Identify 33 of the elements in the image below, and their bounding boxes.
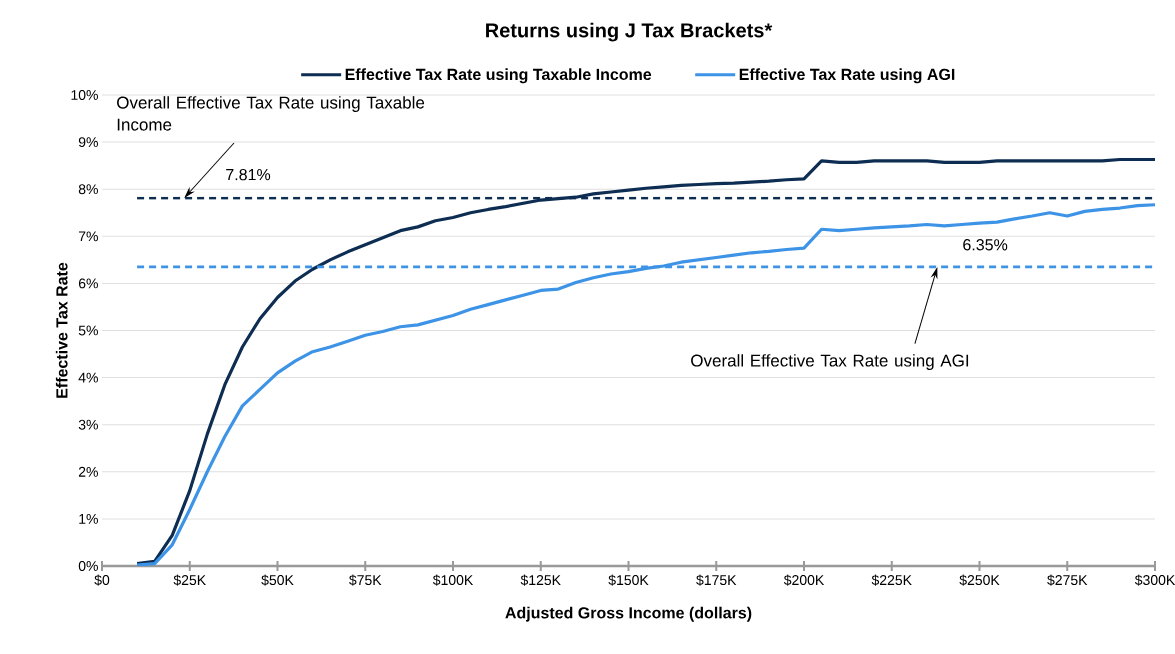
x-axis-title: Adjusted Gross Income (dollars)	[505, 606, 752, 622]
x-tick-label: $175K	[696, 574, 737, 586]
ref-line-label: 7.81%	[226, 168, 271, 181]
x-tick-label: $50K	[261, 574, 294, 586]
annotation: Overall Effective Tax Rate using Taxable Income	[117, 96, 425, 131]
y-tick-label: 0%	[78, 561, 98, 571]
y-tick-label: 10%	[71, 90, 98, 100]
x-tick-label: $100K	[432, 574, 474, 586]
x-tick-label: $125K	[520, 574, 561, 586]
x-tick-label: $300K	[1134, 574, 1175, 586]
x-tick-label: $75K	[349, 574, 382, 586]
y-axis-title: Effective Tax Rate	[55, 262, 68, 398]
y-tick-label: 6%	[78, 278, 98, 289]
legend-label: Effective Tax Rate using AGI	[739, 68, 955, 84]
annotation: Overall Effective Tax Rate using AGI	[691, 354, 969, 370]
x-tick-label: $25K	[173, 574, 206, 586]
y-tick-label: 2%	[78, 466, 98, 477]
chart-title: Returns using J Tax Brackets*	[486, 22, 773, 42]
x-tick-label: $200K	[783, 574, 825, 586]
y-tick-label: 3%	[78, 419, 98, 430]
ref-line-label: 6.35%	[963, 239, 1008, 251]
y-tick-label: 5%	[78, 325, 98, 336]
x-tick-label: $225K	[871, 574, 912, 586]
x-tick-label: $150K	[608, 574, 649, 586]
legend-label: Effective Tax Rate using Taxable Income	[345, 68, 652, 84]
y-tick-label: 1%	[79, 513, 98, 524]
y-tick-label: 7%	[78, 231, 98, 242]
y-tick-label: 4%	[78, 372, 98, 383]
x-tick-label: $275K	[1047, 574, 1088, 586]
y-tick-label: 9%	[78, 137, 98, 148]
x-tick-label: $0	[94, 574, 110, 586]
y-tick-label: 8%	[78, 184, 98, 195]
x-tick-label: $250K	[959, 574, 1000, 586]
